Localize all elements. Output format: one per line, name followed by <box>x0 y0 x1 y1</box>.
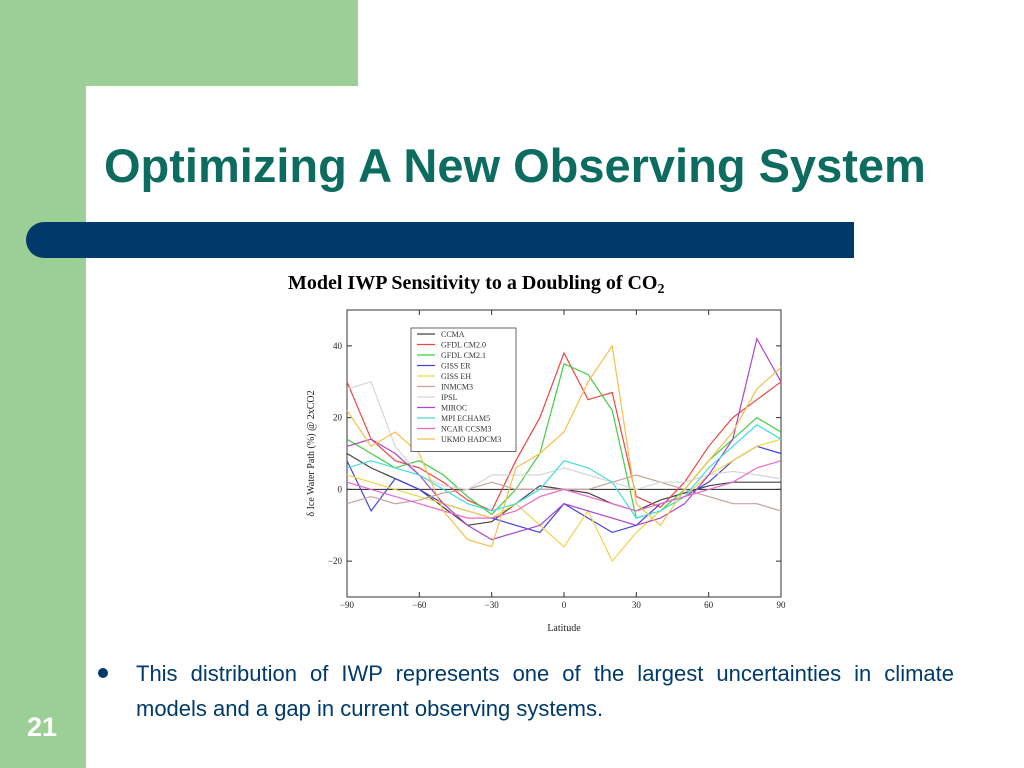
y-tick-label: 20 <box>333 413 343 423</box>
bullet-dot-icon <box>98 668 108 678</box>
legend-entry: CCMA <box>441 330 465 339</box>
title-underline-bar <box>26 222 854 258</box>
bullet-item: This distribution of IWP represents one … <box>96 656 954 726</box>
series-line-gfdl-cm2-0 <box>346 351 782 512</box>
y-tick-label: −20 <box>328 556 343 566</box>
x-tick-label: 60 <box>704 600 714 610</box>
chart-heading: Model IWP Sensitivity to a Doubling of C… <box>288 272 664 298</box>
series-line-ncar-ccsm3 <box>346 460 782 519</box>
series-line-mpi-echam5 <box>346 424 782 519</box>
legend-entry: MPI ECHAM5 <box>441 414 490 423</box>
x-tick-label: −60 <box>412 600 427 610</box>
legend-entry: GISS ER <box>441 362 471 371</box>
legend-box <box>410 327 517 452</box>
legend-entry: GISS EH <box>441 372 471 381</box>
legend-entry: INMCM3 <box>441 383 473 392</box>
y-tick-label: 40 <box>333 341 343 351</box>
slide-title: Optimizing A New Observing System <box>104 139 926 192</box>
x-tick-label: 90 <box>777 600 787 610</box>
top-green-band <box>0 0 358 86</box>
x-tick-label: 30 <box>632 600 642 610</box>
legend-entry: GFDL CM2.1 <box>441 351 486 360</box>
x-tick-label: −90 <box>340 600 355 610</box>
legend-entry: MIROC <box>441 404 467 413</box>
legend-entry: UKMO HADCM3 <box>441 435 501 444</box>
x-axis-label: Latitude <box>547 623 581 634</box>
legend-entry: GFDL CM2.0 <box>441 341 486 350</box>
chart-heading-text: Model IWP Sensitivity to a Doubling of C… <box>288 272 658 294</box>
left-green-band <box>0 0 86 768</box>
page-number: 21 <box>26 712 58 742</box>
legend-entry: NCAR CCSM3 <box>441 425 491 434</box>
y-tick-label: 0 <box>338 484 343 494</box>
chart-heading-subscript: 2 <box>657 282 665 297</box>
x-tick-label: 0 <box>562 600 567 610</box>
iwp-line-chart: −90 −60 −30 0 30 60 90 −20 0 20 40 Latitude δ Ice Wa… <box>306 309 787 634</box>
x-tick-label: −30 <box>485 600 500 610</box>
legend-entry: IPSL <box>441 393 458 402</box>
series-line-ukmo-hadcm3 <box>346 344 782 548</box>
y-axis-label: δ Ice Water Path (%) @ 2xCO2 <box>306 390 317 516</box>
bullet-text: This distribution of IWP represents one … <box>136 661 954 721</box>
